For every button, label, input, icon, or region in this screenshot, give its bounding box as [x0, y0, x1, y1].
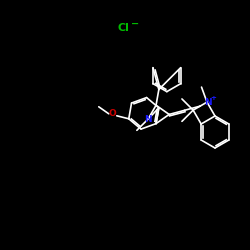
Text: Cl: Cl	[118, 23, 130, 33]
Text: −: −	[131, 19, 139, 29]
Text: N: N	[144, 114, 152, 124]
Text: O: O	[109, 109, 117, 118]
Text: +: +	[210, 95, 216, 101]
Text: N: N	[204, 98, 212, 107]
